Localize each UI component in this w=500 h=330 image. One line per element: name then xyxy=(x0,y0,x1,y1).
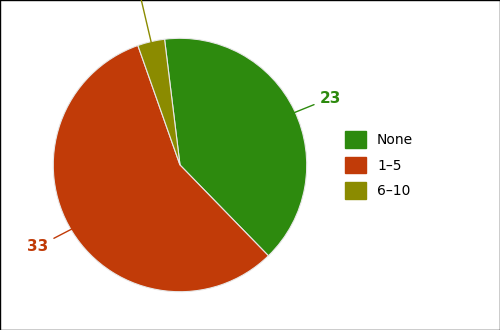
Wedge shape xyxy=(54,46,268,292)
Legend: None, 1–5, 6–10: None, 1–5, 6–10 xyxy=(340,126,418,204)
Text: 2: 2 xyxy=(130,0,158,74)
Text: 33: 33 xyxy=(28,214,100,254)
Wedge shape xyxy=(138,39,180,165)
Text: 23: 23 xyxy=(265,91,341,124)
Wedge shape xyxy=(164,38,306,256)
